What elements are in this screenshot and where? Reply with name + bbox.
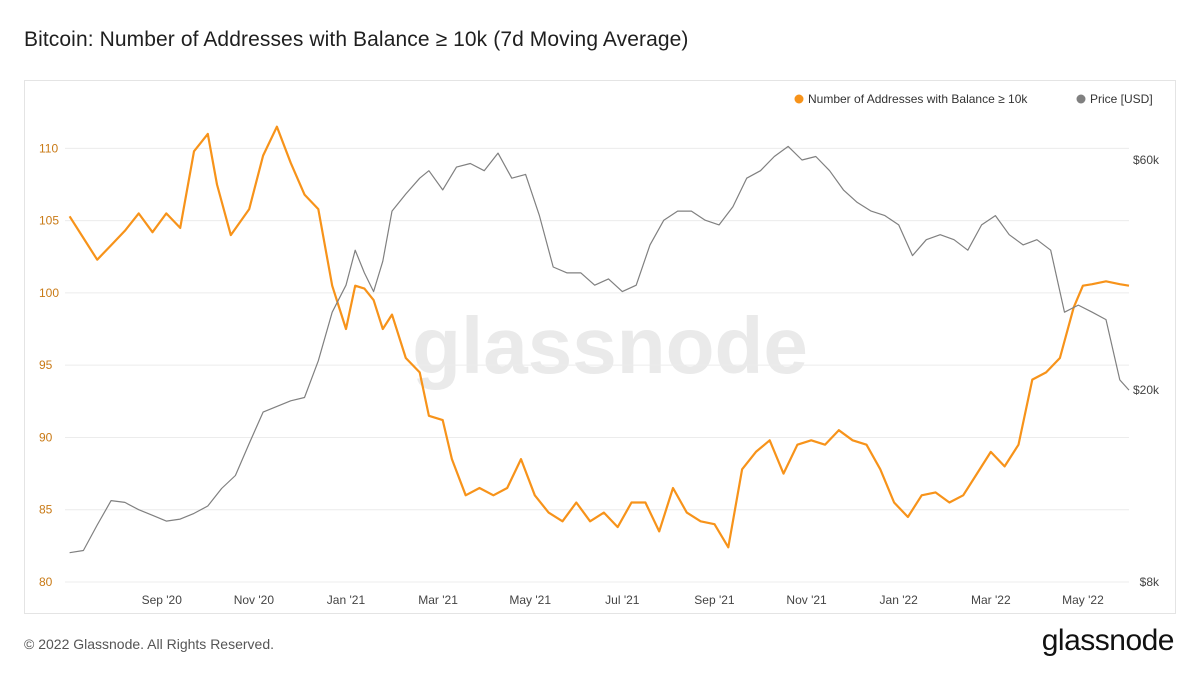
chart-frame: glassnode 80 85 90 95 100 105 110 $8k $20k $60k Sep… bbox=[24, 80, 1176, 614]
y-left-tick-label: 110 bbox=[39, 141, 58, 155]
y-left-tick-label: 90 bbox=[39, 430, 53, 444]
x-tick-label: Sep '20 bbox=[142, 593, 183, 607]
y-right-tick-label: $20k bbox=[1133, 383, 1160, 397]
x-tick-label: Sep '21 bbox=[694, 593, 735, 607]
x-tick-label: Mar '21 bbox=[418, 593, 458, 607]
legend-dot-addresses bbox=[794, 94, 804, 104]
watermark: glassnode bbox=[412, 301, 808, 390]
glassnode-logo[interactable]: glassnode bbox=[1041, 624, 1175, 657]
y-left-tick-label: 105 bbox=[39, 214, 59, 228]
x-tick-label: Mar '22 bbox=[971, 593, 1011, 607]
x-tick-label: May '22 bbox=[1062, 593, 1104, 607]
y-left-tick-label: 95 bbox=[39, 358, 53, 372]
chart-plot: glassnode 80 85 90 95 100 105 110 $8k $20k $60k Sep… bbox=[39, 92, 1160, 607]
y-left-tick-label: 85 bbox=[39, 503, 53, 517]
x-tick-label: May '21 bbox=[509, 593, 551, 607]
x-tick-label: Nov '20 bbox=[234, 593, 275, 607]
chart-title: Bitcoin: Number of Addresses with Balanc… bbox=[24, 28, 689, 51]
legend-label-price: Price [USD] bbox=[1090, 92, 1153, 106]
x-tick-label: Jan '22 bbox=[880, 593, 919, 607]
legend-label-addresses: Number of Addresses with Balance ≥ 10k bbox=[808, 92, 1028, 106]
legend-dot-price bbox=[1076, 94, 1086, 104]
x-tick-label: Nov '21 bbox=[786, 593, 827, 607]
x-tick-label: Jul '21 bbox=[605, 593, 640, 607]
y-left-tick-label: 80 bbox=[39, 575, 53, 589]
y-right-tick-label: $8k bbox=[1140, 575, 1160, 589]
price-series-line bbox=[69, 145, 1130, 554]
x-tick-label: Jan '21 bbox=[327, 593, 366, 607]
addresses-series-line bbox=[68, 125, 1130, 549]
footer-copyright: © 2022 Glassnode. All Rights Reserved. bbox=[24, 636, 275, 652]
y-left-tick-label: 100 bbox=[39, 286, 59, 300]
y-right-tick-label: $60k bbox=[1133, 153, 1160, 167]
